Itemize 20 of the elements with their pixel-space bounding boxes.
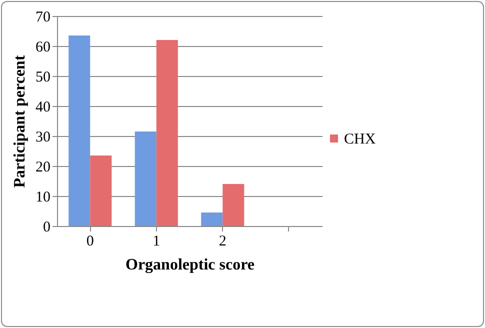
bar: [68, 36, 90, 226]
y-tick-label: 60: [36, 40, 50, 56]
x-tick-label: 1: [152, 234, 160, 250]
y-axis-title: Participant percent: [12, 54, 28, 188]
y-tick-label: 40: [36, 100, 50, 116]
bar: [156, 40, 178, 226]
x-axis-title: Organoleptic score: [125, 256, 255, 274]
y-tick-label: 20: [36, 160, 50, 176]
y-tick-label: 70: [36, 10, 50, 26]
legend-label: CHX: [344, 132, 376, 148]
bar: [90, 156, 112, 226]
bar: [222, 184, 244, 226]
y-tick-label: 50: [36, 70, 50, 86]
bar: [201, 212, 223, 226]
y-tick-label: 0: [43, 220, 50, 236]
y-tick-label: 10: [36, 190, 50, 206]
y-tick-label: 30: [36, 130, 50, 146]
x-tick-label: 2: [218, 234, 226, 250]
bar: [134, 132, 156, 226]
x-tick-label: 0: [86, 234, 94, 250]
